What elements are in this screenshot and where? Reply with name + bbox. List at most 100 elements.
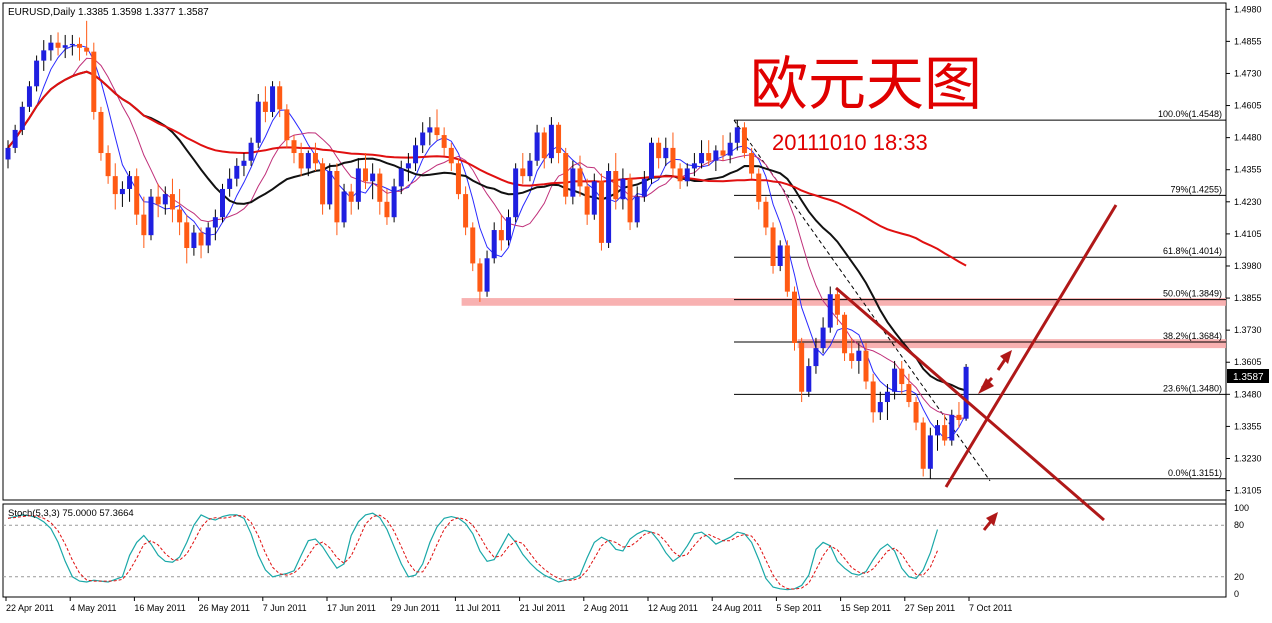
ascending-trendline <box>944 204 1118 488</box>
candle-body <box>198 232 204 246</box>
candle-body <box>634 196 640 223</box>
candle-body <box>177 209 183 223</box>
candle-body <box>477 263 483 292</box>
candle-body <box>413 145 419 164</box>
candle-body <box>470 227 476 264</box>
candle-body <box>355 168 361 202</box>
candle-body <box>141 214 147 236</box>
candle-body <box>391 186 397 218</box>
candle-body <box>384 201 390 218</box>
candle-body <box>942 425 948 441</box>
candle-body <box>856 350 862 361</box>
candle-body <box>84 47 90 52</box>
candle-body <box>577 168 583 187</box>
price-tick-label: 1.4480 <box>1234 133 1262 143</box>
fib-level-label: 100.0%(1.4548) <box>1158 109 1222 119</box>
candle-body <box>534 132 540 161</box>
price-tick-label: 1.4980 <box>1234 4 1262 14</box>
candle-body <box>270 86 276 112</box>
candle-body <box>12 129 18 148</box>
candle-body <box>627 178 633 223</box>
candle-body <box>234 165 240 179</box>
candle-body <box>520 168 526 177</box>
candle-body <box>570 168 576 197</box>
candle-body <box>148 196 154 236</box>
candle-body <box>5 147 11 160</box>
candle-body <box>849 353 855 361</box>
price-tick-label: 1.3355 <box>1234 421 1262 431</box>
symbol-header: EURUSD,Daily 1.3385 1.3598 1.3377 1.3587 <box>8 7 209 18</box>
candle-body <box>920 422 926 469</box>
time-tick-label: 12 Aug 2011 <box>648 603 698 613</box>
candle-body <box>277 86 283 110</box>
candle-body <box>649 142 654 179</box>
candle-body <box>227 178 233 189</box>
fib-level-label: 61.8%(1.4014) <box>1163 246 1222 256</box>
candle-body <box>305 153 311 169</box>
candle-body <box>784 245 790 292</box>
candle-body <box>906 384 912 403</box>
time-tick-label: 27 Sep 2011 <box>905 603 955 613</box>
candle-body <box>834 294 840 315</box>
candle-body <box>26 86 32 107</box>
candle-body <box>556 124 562 154</box>
resistance-zone <box>461 298 1227 306</box>
price-tick-label: 1.4730 <box>1234 68 1262 78</box>
arrow-up-icon <box>1000 350 1012 364</box>
candle-body <box>212 217 218 228</box>
candle-body <box>806 366 812 392</box>
candle-body <box>656 142 662 159</box>
price-tick-label: 1.3105 <box>1234 486 1262 496</box>
candle-body <box>205 227 211 246</box>
time-tick-label: 21 Jul 2011 <box>520 603 566 613</box>
candle-body <box>191 232 197 249</box>
candle-body <box>892 368 898 392</box>
candle-body <box>169 194 175 210</box>
candle-body <box>927 435 933 469</box>
candle-body <box>427 127 433 133</box>
price-axis: 1.4980 1.4855 1.4730 1.4605 1.4480 1.4355 1.42… <box>1226 4 1262 496</box>
resistance-zones <box>461 298 1227 349</box>
moving-average-line <box>7 44 967 440</box>
candle-body <box>541 132 547 159</box>
candle-body <box>727 142 733 156</box>
price-tick-label: 1.4855 <box>1234 36 1262 46</box>
candle-body <box>62 45 68 48</box>
candle-body <box>606 171 612 243</box>
price-tick-label: 1.3730 <box>1234 325 1262 335</box>
price-tick-label: 1.3230 <box>1234 453 1262 463</box>
candle-body <box>842 314 848 354</box>
candle-body <box>956 414 962 420</box>
candle-body <box>405 163 411 169</box>
time-tick-label: 11 Jul 2011 <box>455 603 500 613</box>
candle-body <box>763 201 769 228</box>
candle-body <box>284 109 290 141</box>
candle-body <box>377 173 383 202</box>
fib-level-label: 23.6%(1.3480) <box>1163 383 1222 393</box>
candle-body <box>77 43 82 48</box>
candle-body <box>913 402 919 423</box>
candle-body <box>706 153 712 161</box>
candle-body <box>813 348 819 367</box>
fib-level-label: 79%(1.4255) <box>1170 184 1222 194</box>
stoch-tick-label: 0 <box>1234 589 1239 599</box>
candle-body <box>820 327 826 349</box>
candle-body <box>884 391 890 403</box>
candle-body <box>327 171 333 205</box>
candle-body <box>334 171 340 223</box>
candle-body <box>620 178 626 200</box>
candle-body <box>663 147 669 159</box>
candle-body <box>613 171 619 200</box>
candle-body <box>498 230 504 241</box>
candle-body <box>291 140 297 154</box>
stoch-d-line <box>7 514 938 590</box>
candle-body <box>155 196 161 205</box>
time-tick-label: 16 May 2011 <box>134 603 185 613</box>
candle-body <box>455 163 461 195</box>
candle-body <box>877 402 883 413</box>
arrow-down-icon <box>978 378 994 394</box>
candle-body <box>370 173 376 182</box>
candle-body <box>69 43 75 46</box>
candle-body <box>963 366 969 419</box>
